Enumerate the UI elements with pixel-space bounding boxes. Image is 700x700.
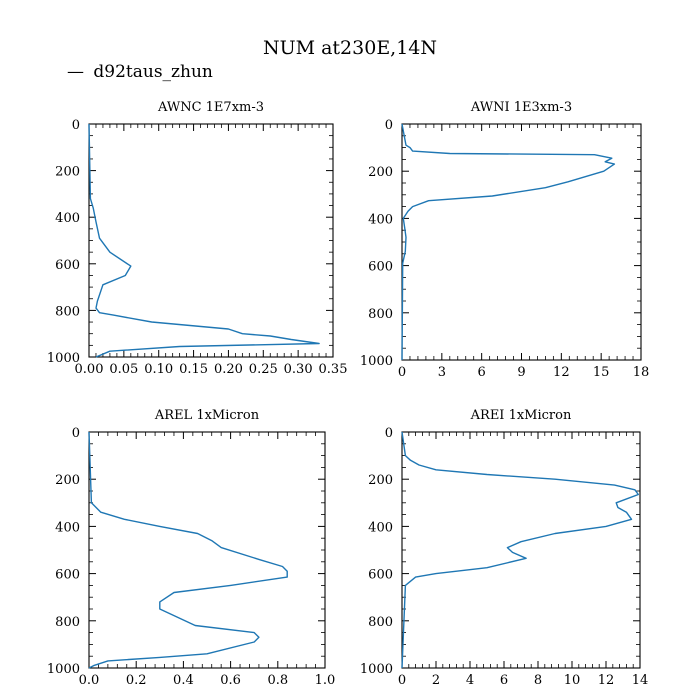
y-tick-label: 200 xyxy=(368,473,393,488)
x-tick-label: 0.30 xyxy=(284,362,313,377)
x-tick-label: 0.4 xyxy=(173,673,194,688)
x-tick-label: 0.10 xyxy=(144,362,173,377)
series-line xyxy=(401,123,616,361)
y-tick-label: 600 xyxy=(55,568,80,583)
panel-title: AREL 1xMicron xyxy=(154,408,260,423)
legend-label: d92taus_zhun xyxy=(93,62,213,82)
x-tick-label: 4 xyxy=(466,673,474,688)
series-line xyxy=(88,123,320,358)
panel-frame xyxy=(401,123,642,361)
series-line xyxy=(88,431,288,669)
y-tick-label: 400 xyxy=(368,520,393,535)
y-tick-label: 600 xyxy=(55,258,80,273)
x-tick-label: 0 xyxy=(398,365,406,380)
x-tick-label: 2 xyxy=(432,673,440,688)
x-tick-label: 0.05 xyxy=(109,362,138,377)
y-tick-label: 400 xyxy=(55,211,80,226)
y-tick-label: 0 xyxy=(72,118,80,133)
y-tick-label: 200 xyxy=(55,473,80,488)
y-tick-label: 400 xyxy=(55,520,80,535)
x-tick-label: 6 xyxy=(478,365,486,380)
series-line xyxy=(401,431,639,669)
x-tick-label: 0.6 xyxy=(220,673,241,688)
panel-title: AREI 1xMicron xyxy=(470,408,572,423)
panels: AWNC 1E7xm-30.00 0.05 0.10 0.15 0.20 0.25 0.30… xyxy=(47,100,649,688)
panel-frame xyxy=(401,431,641,669)
x-tick-label: 0.00 xyxy=(75,362,104,377)
panel-1: AWNC 1E7xm-3 0.00 0.05 0.10 0.15 0.20 0.25 0.30… xyxy=(47,100,348,377)
x-tick-label: 0.2 xyxy=(126,673,147,688)
panel-title: AWNC 1E7xm-3 xyxy=(157,100,264,115)
x-tick-label: 15 xyxy=(593,365,610,380)
y-tick-label: 800 xyxy=(55,304,80,319)
y-tick-label: 200 xyxy=(55,165,80,180)
x-tick-label: 10 xyxy=(564,673,581,688)
panel-title: AWNI 1E3xm-3 xyxy=(470,100,572,115)
panel-2: AWNI 1E3xm-3 0 3 6 9 12 15 18 0 200 400 600 800 1000 xyxy=(360,100,649,380)
y-tick-label: 0 xyxy=(72,426,80,441)
panel-3: AREL 1xMicron 0.0 0.2 0.4 0.6 0.8 1.0 0 200 400 60… xyxy=(47,408,335,688)
x-tick-label: 12 xyxy=(553,365,570,380)
legend-marker: — xyxy=(67,62,84,82)
y-tick-label: 1000 xyxy=(360,662,393,677)
x-tick-label: 3 xyxy=(438,365,446,380)
x-tick-label: 0.8 xyxy=(267,673,288,688)
y-tick-label: 1000 xyxy=(47,662,80,677)
x-tick-label: 8 xyxy=(534,673,542,688)
y-tick-label: 1000 xyxy=(47,351,80,366)
legend: — d92taus_zhun xyxy=(67,62,213,82)
y-tick-label: 800 xyxy=(368,307,393,322)
y-tick-label: 600 xyxy=(368,260,393,275)
x-tick-label: 6 xyxy=(500,673,508,688)
panel-4: AREI 1xMicron 0 2 4 6 8 10 12 14 0 200 400 600 800 100… xyxy=(360,408,648,688)
y-tick-label: 0 xyxy=(385,118,393,133)
y-tick-label: 0 xyxy=(385,426,393,441)
x-tick-label: 18 xyxy=(633,365,650,380)
x-tick-label: 14 xyxy=(632,673,649,688)
y-tick-label: 600 xyxy=(368,568,393,583)
x-tick-label: 0.20 xyxy=(214,362,243,377)
x-tick-label: 1.0 xyxy=(315,673,336,688)
panel-frame xyxy=(88,431,326,669)
x-tick-label: 9 xyxy=(517,365,525,380)
y-tick-label: 800 xyxy=(55,615,80,630)
x-tick-label: 0.15 xyxy=(179,362,208,377)
y-tick-label: 1000 xyxy=(360,354,393,369)
y-tick-label: 200 xyxy=(368,165,393,180)
x-tick-label: 0.0 xyxy=(79,673,100,688)
x-tick-label: 0.25 xyxy=(249,362,278,377)
svg-text:— d92taus_zhun: — d92taus_zhun xyxy=(67,62,213,82)
x-tick-label: 0.35 xyxy=(319,362,348,377)
panel-frame xyxy=(88,123,334,358)
y-tick-label: 400 xyxy=(368,212,393,227)
x-tick-label: 0 xyxy=(398,673,406,688)
figure-title: NUM at230E,14N xyxy=(263,37,437,59)
x-tick-label: 12 xyxy=(598,673,615,688)
y-tick-label: 800 xyxy=(368,615,393,630)
